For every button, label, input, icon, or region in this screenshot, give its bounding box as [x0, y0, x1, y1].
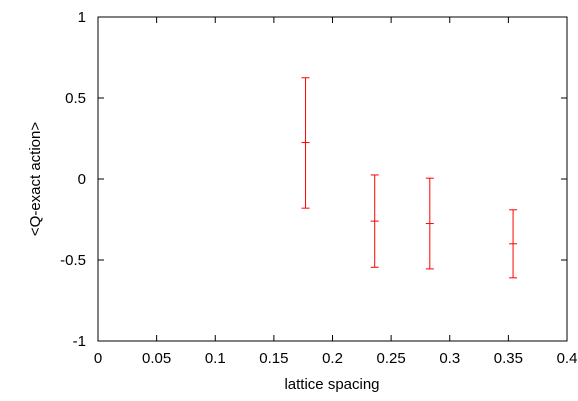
- data-point: [370, 174, 379, 268]
- plot-frame: [97, 16, 568, 342]
- x-tick-label: 0.15: [259, 350, 288, 367]
- x-tick-label: 0.35: [494, 350, 523, 367]
- x-tick-label: 0.3: [439, 350, 460, 367]
- data-point: [509, 209, 518, 279]
- y-tick-label: 1: [78, 9, 86, 26]
- data-point: [301, 77, 310, 209]
- x-tick-label: 0.1: [205, 350, 226, 367]
- y-tick-label: 0.5: [65, 90, 86, 107]
- data-marks: [301, 77, 518, 279]
- x-axis-title: lattice spacing: [284, 376, 379, 393]
- x-tick-label: 0.2: [322, 350, 343, 367]
- y-axis-title: <Q-exact action>: [27, 122, 44, 236]
- data-point: [425, 177, 434, 270]
- axis-tick-labels: 0 0.05 0.1 0.15 0.2 0.25 0.3 0.35 0.4 -1 -0.5 0 0.5 1: [60, 9, 577, 367]
- x-tick-label: 0.4: [557, 350, 578, 367]
- x-tick-label: 0.05: [142, 350, 171, 367]
- y-tick-label: -1: [73, 333, 86, 350]
- axis-ticks: [97, 16, 568, 342]
- x-tick-label: 0: [94, 350, 102, 367]
- y-tick-label: -0.5: [60, 252, 86, 269]
- x-tick-label: 0.25: [377, 350, 406, 367]
- y-tick-label: 0: [78, 171, 86, 188]
